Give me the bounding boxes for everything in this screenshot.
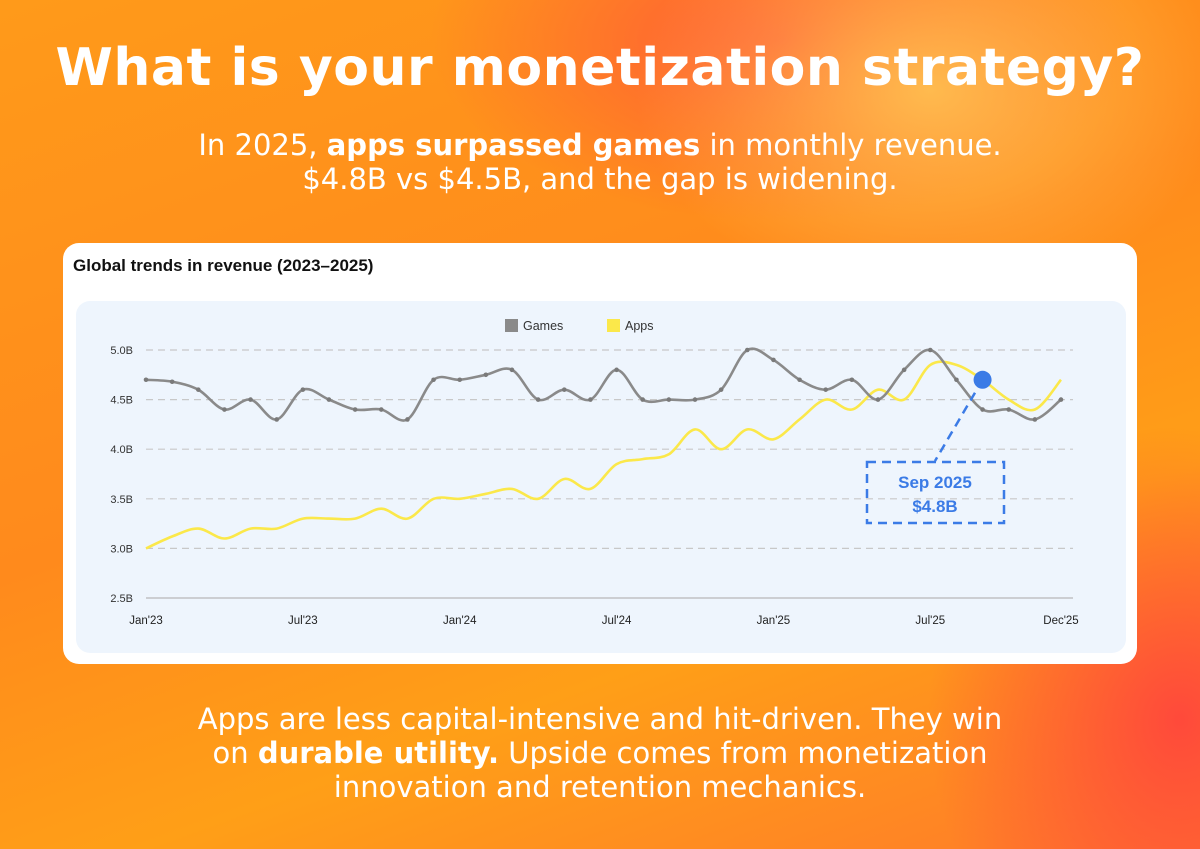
games-point	[1006, 407, 1012, 412]
games-point	[1058, 397, 1064, 402]
games-point	[692, 397, 698, 402]
games-point	[248, 397, 253, 402]
x-tick-label: Jul'25	[915, 615, 945, 627]
games-point	[483, 372, 489, 378]
callout-marker	[973, 370, 992, 389]
x-tick-label: Dec'25	[1043, 615, 1078, 627]
x-tick-label: Jan'25	[757, 615, 791, 627]
subheadline-line-1: In 2025, apps surpassed games in monthly…	[0, 128, 1200, 162]
games-point	[797, 377, 802, 383]
subheadline-bold: apps surpassed games	[326, 128, 701, 162]
games-point	[771, 357, 776, 363]
footer-rest: Upside comes from monetization	[499, 736, 988, 770]
legend-label-apps: Apps	[625, 319, 654, 333]
games-point	[901, 367, 907, 373]
games-point	[614, 367, 619, 373]
games-point	[274, 417, 280, 422]
callout-box	[865, 460, 1006, 525]
footer-on: on	[212, 736, 258, 770]
callout-leader-line	[933, 379, 984, 462]
callout-label-value: $4.8B	[912, 497, 957, 516]
games-point	[431, 377, 436, 383]
legend: Games Apps	[505, 319, 654, 333]
subheadline-pre: In 2025,	[198, 128, 327, 162]
x-tick-label: Jan'24	[443, 615, 477, 627]
games-point	[666, 397, 672, 402]
games-point	[875, 397, 881, 402]
games-point	[640, 397, 646, 402]
y-tick-label: 4.5B	[110, 395, 133, 407]
games-point	[823, 387, 829, 392]
games-point	[535, 397, 541, 402]
games-point	[195, 387, 201, 392]
chart-title: Global trends in revenue (2023–2025)	[73, 256, 374, 275]
games-point	[169, 379, 175, 385]
y-axis-ticks: 2.5B 3.0B 3.5B 4.0B 4.5B 5.0B	[110, 345, 133, 605]
y-tick-label: 4.0B	[110, 444, 133, 456]
apps-series-line	[145, 360, 1063, 550]
legend-swatch-games	[505, 319, 518, 332]
games-point	[744, 347, 750, 353]
x-axis-ticks: Jan'23 Jul'23 Jan'24 Jul'24 Jan'25 Jul'25 Dec'…	[129, 615, 1078, 627]
games-point	[326, 397, 332, 402]
x-tick-label: Jan'23	[129, 615, 163, 627]
games-point	[927, 347, 933, 353]
footer-line-2: on durable utility. Upside comes from mo…	[0, 736, 1200, 770]
y-tick-label: 3.0B	[110, 543, 133, 555]
x-tick-label: Jul'23	[288, 615, 318, 627]
games-point	[561, 387, 567, 392]
games-point	[405, 417, 410, 422]
plot-background	[76, 301, 1126, 653]
callout: Sep 2025 $4.8B	[865, 370, 1006, 525]
games-point	[718, 387, 724, 392]
subheadline: In 2025, apps surpassed games in monthly…	[0, 128, 1200, 196]
grid-lines	[146, 349, 1073, 599]
y-tick-label: 3.5B	[110, 494, 133, 506]
games-point	[509, 367, 515, 373]
games-point	[352, 407, 358, 412]
games-point	[222, 407, 227, 412]
callout-label-date: Sep 2025	[898, 473, 972, 492]
subheadline-line-2: $4.8B vs $4.5B, and the gap is widening.	[302, 162, 898, 196]
legend-swatch-apps	[607, 319, 620, 332]
legend-label-games: Games	[523, 319, 563, 333]
games-point	[849, 377, 855, 383]
games-point	[378, 407, 384, 412]
games-point	[457, 377, 463, 383]
footer-line-1: Apps are less capital-intensive and hit-…	[197, 702, 1003, 736]
games-point	[143, 377, 149, 383]
footer-bold: durable utility.	[257, 736, 500, 770]
y-tick-label: 5.0B	[110, 345, 133, 357]
games-series-line	[145, 347, 1062, 422]
x-tick-label: Jul'24	[602, 615, 632, 627]
games-point	[588, 397, 593, 402]
chart-card: Global trends in revenue (2023–2025) 2.5…	[63, 243, 1137, 664]
subheadline-post: in monthly revenue.	[700, 128, 1002, 162]
games-point	[1032, 417, 1038, 422]
games-point	[300, 387, 306, 392]
games-point	[954, 377, 959, 383]
revenue-chart: 2.5B3.0B3.5B4.0B4.5B5.0B Jan'23 Jul'23 Jan…	[110, 319, 1079, 627]
games-series-points	[143, 347, 1064, 422]
footer-text: Apps are less capital-intensive and hit-…	[0, 702, 1200, 804]
games-point	[980, 407, 985, 412]
footer-line-3: innovation and retention mechanics.	[333, 770, 867, 804]
headline: What is your monetization strategy?	[55, 38, 1145, 98]
y-tick-label: 2.5B	[110, 593, 133, 605]
